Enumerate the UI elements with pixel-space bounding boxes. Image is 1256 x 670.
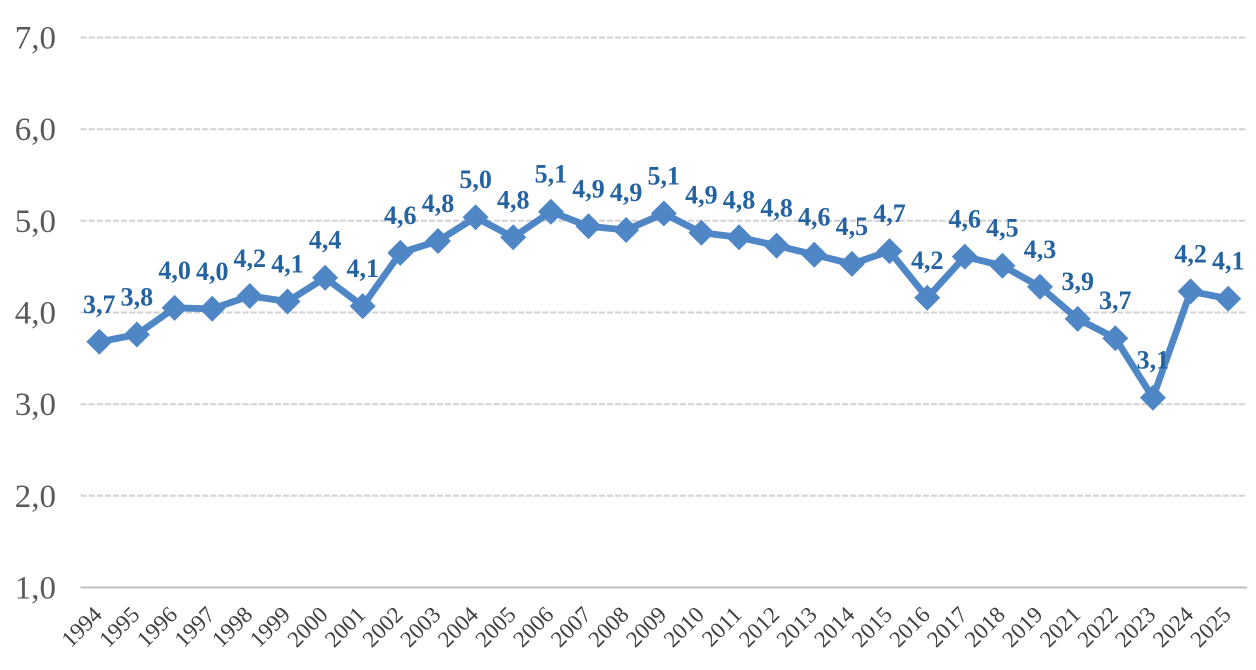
svg-text:4,6: 4,6: [384, 201, 417, 230]
svg-text:4,0: 4,0: [196, 257, 229, 286]
svg-text:3,7: 3,7: [1099, 286, 1132, 315]
svg-text:4,6: 4,6: [949, 205, 982, 234]
svg-text:4,2: 4,2: [911, 246, 944, 275]
svg-text:4,3: 4,3: [1024, 235, 1057, 264]
svg-text:4,7: 4,7: [873, 199, 906, 228]
svg-text:4,5: 4,5: [986, 214, 1019, 243]
svg-text:4,0: 4,0: [15, 296, 56, 332]
svg-text:4,8: 4,8: [723, 185, 756, 214]
svg-text:3,0: 3,0: [15, 387, 56, 423]
svg-text:4,9: 4,9: [572, 174, 605, 203]
svg-text:4,1: 4,1: [346, 254, 379, 283]
svg-text:3,8: 3,8: [121, 283, 154, 312]
svg-text:4,8: 4,8: [422, 189, 455, 218]
svg-text:3,9: 3,9: [1061, 267, 1094, 296]
svg-text:6,0: 6,0: [15, 112, 56, 148]
svg-text:5,1: 5,1: [535, 160, 568, 189]
svg-text:3,1: 3,1: [1137, 346, 1170, 375]
svg-text:4,5: 4,5: [836, 212, 869, 241]
svg-text:4,2: 4,2: [1174, 239, 1207, 268]
svg-text:4,4: 4,4: [309, 226, 342, 255]
svg-text:4,1: 4,1: [1212, 247, 1245, 276]
svg-text:4,8: 4,8: [760, 194, 793, 223]
svg-text:2,0: 2,0: [15, 479, 56, 515]
svg-text:7,0: 7,0: [15, 21, 56, 57]
svg-text:4,9: 4,9: [610, 178, 643, 207]
svg-text:4,8: 4,8: [497, 185, 530, 214]
svg-text:4,1: 4,1: [271, 250, 304, 279]
svg-text:4,9: 4,9: [685, 181, 718, 210]
svg-text:5,1: 5,1: [648, 162, 681, 191]
svg-text:5,0: 5,0: [15, 204, 56, 240]
svg-text:4,6: 4,6: [798, 203, 831, 232]
svg-text:4,2: 4,2: [234, 244, 267, 273]
svg-text:4,0: 4,0: [158, 256, 191, 285]
svg-text:5,0: 5,0: [459, 165, 492, 194]
svg-text:3,7: 3,7: [83, 290, 116, 319]
svg-text:1,0: 1,0: [15, 571, 56, 607]
